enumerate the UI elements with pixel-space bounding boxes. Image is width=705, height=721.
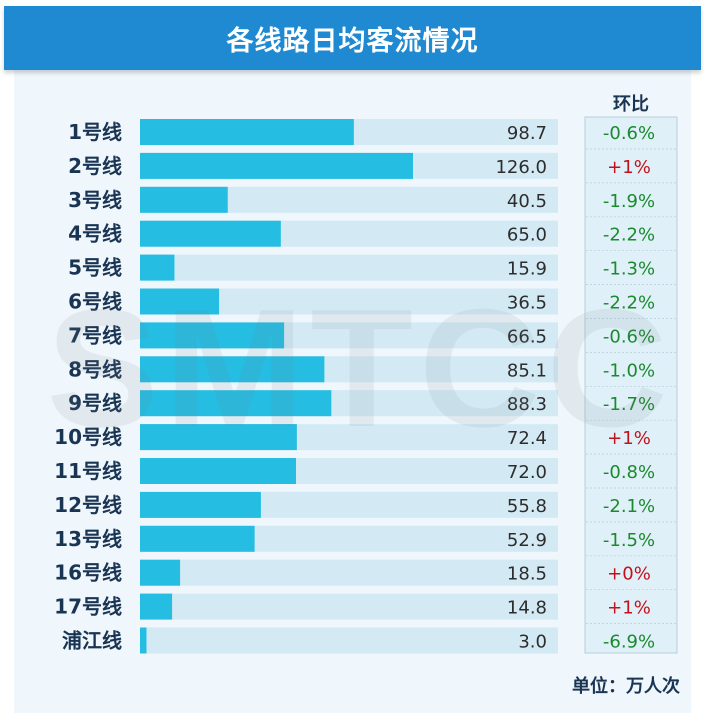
change-column-box xyxy=(584,116,678,654)
value-label: 66.5 xyxy=(507,326,547,347)
chart-row: 4号线 65.0 -2.2% xyxy=(68,220,676,252)
bar-track xyxy=(140,627,558,654)
chart-row: 13号线 52.9 -1.5% xyxy=(54,525,676,557)
change-label: +1% xyxy=(607,157,651,178)
bar-track xyxy=(140,559,558,586)
bar xyxy=(140,152,413,179)
chart-row: 12号线 55.8 -2.1% xyxy=(54,491,676,523)
line-label: 17号线 xyxy=(54,595,122,619)
value-label: 72.0 xyxy=(507,462,547,483)
line-label: 16号线 xyxy=(54,561,122,585)
line-label: 10号线 xyxy=(54,425,122,449)
value-label: 14.8 xyxy=(507,598,547,619)
bar xyxy=(140,186,228,213)
value-label: 36.5 xyxy=(507,293,547,314)
bar xyxy=(140,322,285,349)
change-column-header: 环比 xyxy=(613,94,649,115)
line-label: 9号线 xyxy=(68,391,122,415)
line-label: 3号线 xyxy=(68,188,122,212)
change-label: -1.3% xyxy=(603,259,655,280)
value-label: 40.5 xyxy=(507,191,547,212)
title-banner: 各线路日均客流情况 xyxy=(4,6,701,70)
bar xyxy=(140,288,220,315)
chart-row: 10号线 72.4 +1% xyxy=(54,424,676,455)
line-label: 5号线 xyxy=(68,256,122,280)
line-label: 浦江线 xyxy=(62,629,122,653)
bar xyxy=(140,356,325,383)
chart-row: 8号线 85.1 -1.0% xyxy=(68,356,676,387)
chart-rows: 1号线 98.7 -0.6% 2号线 126.0 +1% 3号线 40.5 -1.9% 4号线 65… xyxy=(54,119,676,654)
unit-label: 单位：万人次 xyxy=(572,676,680,697)
change-label: +1% xyxy=(607,428,651,449)
line-label: 13号线 xyxy=(54,527,122,551)
chart-row: 3号线 40.5 -1.9% xyxy=(68,186,676,218)
bar xyxy=(140,559,181,586)
chart-row: 6号线 36.5 -2.2% xyxy=(68,288,676,319)
bar xyxy=(140,119,354,145)
chart-row: 16号线 18.5 +0% xyxy=(54,559,676,591)
value-label: 55.8 xyxy=(507,496,547,517)
chart-row: 11号线 72.0 -0.8% xyxy=(54,458,676,489)
change-label: -1.5% xyxy=(603,530,655,551)
bar xyxy=(140,390,332,417)
change-label: -1.0% xyxy=(603,360,655,381)
chart-row: 浦江线 3.0 -6.9% xyxy=(62,627,655,654)
bar xyxy=(140,424,297,451)
value-label: 15.9 xyxy=(507,259,547,280)
change-label: -6.9% xyxy=(603,632,655,653)
line-label: 11号线 xyxy=(54,459,122,483)
line-label: 8号线 xyxy=(68,357,122,381)
line-label: 1号线 xyxy=(68,120,122,144)
bar-track xyxy=(140,593,558,620)
chart-row: 5号线 15.9 -1.3% xyxy=(68,254,676,285)
value-label: 65.0 xyxy=(507,225,547,246)
change-label: -0.8% xyxy=(603,462,655,483)
bar-track xyxy=(140,254,558,281)
change-label: -1.7% xyxy=(603,394,655,415)
value-label: 18.5 xyxy=(507,564,547,585)
chart-row: 2号线 126.0 +1% xyxy=(68,152,676,184)
page-title: 各线路日均客流情况 xyxy=(226,25,479,57)
change-label: -2.1% xyxy=(603,496,655,517)
bar xyxy=(140,525,255,552)
bar xyxy=(140,593,173,620)
chart-row: 1号线 98.7 -0.6% xyxy=(68,119,676,150)
value-label: 88.3 xyxy=(507,394,547,415)
change-label: -2.2% xyxy=(603,225,655,246)
value-label: 98.7 xyxy=(507,123,547,144)
bar xyxy=(140,254,175,281)
bar xyxy=(140,220,281,247)
chart-row: 17号线 14.8 +1% xyxy=(54,593,676,624)
value-label: 3.0 xyxy=(518,632,547,653)
bar xyxy=(140,491,261,518)
value-label: 85.1 xyxy=(507,360,547,381)
change-label: -2.2% xyxy=(603,293,655,314)
bar xyxy=(140,458,296,484)
value-label: 72.4 xyxy=(507,428,547,449)
change-label: -1.9% xyxy=(603,191,655,212)
change-label: +1% xyxy=(607,598,651,619)
change-label: +0% xyxy=(607,564,651,585)
line-label: 2号线 xyxy=(68,154,122,178)
chart-row: 7号线 66.5 -0.6% xyxy=(68,322,676,353)
line-label: 6号线 xyxy=(68,290,122,314)
line-label: 4号线 xyxy=(68,222,122,246)
line-label: 12号线 xyxy=(54,493,122,517)
change-label: -0.6% xyxy=(603,123,655,144)
line-label: 7号线 xyxy=(68,323,122,347)
chart-row: 9号线 88.3 -1.7% xyxy=(68,390,676,421)
value-label: 126.0 xyxy=(495,157,547,178)
change-label: -0.6% xyxy=(603,326,655,347)
bar xyxy=(140,627,147,654)
value-label: 52.9 xyxy=(507,530,547,551)
